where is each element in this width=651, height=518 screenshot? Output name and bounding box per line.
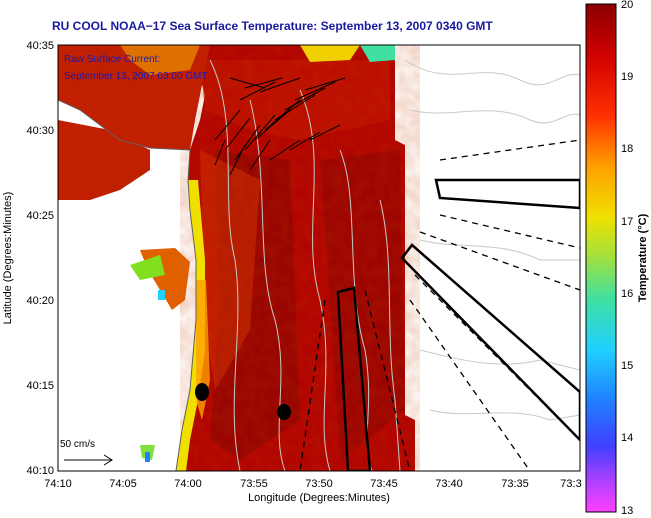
y-axis-label: Latitude (Degrees:Minutes) (2, 192, 14, 325)
y-axis: 40:35 40:30 40:25 40:20 40:15 40:10 Lati… (2, 40, 54, 477)
colorbar-label: Temperature (°C) (637, 213, 649, 302)
colorbar-tick: 14 (621, 432, 633, 444)
sst-north-cyan (360, 45, 395, 62)
colorbar-tick: 16 (621, 288, 633, 300)
sst-inlet-cyan (158, 290, 165, 300)
x-tick: 74:10 (44, 478, 72, 490)
data-gap-blob-1 (195, 383, 209, 401)
coastal-blue-dot (145, 452, 150, 462)
x-tick: 74:00 (174, 478, 202, 490)
x-tick: 74:05 (109, 478, 137, 490)
scale-arrow-label: 50 cm/s (60, 439, 95, 450)
colorbar-tick: 19 (621, 71, 633, 83)
shipping-lanes (299, 139, 580, 471)
coastline (58, 99, 197, 471)
sst-inlet-green (130, 255, 165, 280)
colorbar-tick: 17 (621, 216, 633, 228)
colorbar-gradient (585, 3, 617, 513)
y-tick: 40:35 (26, 40, 54, 52)
x-axis: 74:10 74:05 74:00 73:55 73:50 73:45 73:4… (44, 478, 581, 504)
colorbar: 20 19 18 17 16 15 14 13 Temperature (°C) (585, 0, 649, 517)
y-tick: 40:15 (26, 380, 54, 392)
colorbar-tick: 15 (621, 360, 633, 372)
x-tick: 73:45 (370, 478, 398, 490)
scale-arrow (64, 454, 113, 466)
x-tick: 73:55 (240, 478, 268, 490)
x-tick: 73:3 (560, 478, 581, 490)
plot-area (58, 45, 580, 471)
sst-texture (180, 45, 420, 471)
plot-frame (57, 44, 581, 472)
sst-bay-warm (120, 45, 200, 75)
colorbar-tick: 13 (621, 505, 633, 517)
map-title: RU COOL NOAA−17 Sea Surface Temperature:… (52, 19, 493, 33)
data-gap-blob-2 (277, 404, 291, 420)
current-timestamp: September 13, 2007 03:00 GMT (64, 71, 207, 82)
x-tick: 73:35 (501, 478, 529, 490)
bathymetry-contours (209, 59, 580, 471)
current-label: Raw Surface Current: (64, 54, 160, 65)
x-axis-label: Longitude (Degrees:Minutes) (248, 492, 390, 504)
x-tick: 73:40 (435, 478, 463, 490)
y-tick: 40:30 (26, 125, 54, 137)
y-tick: 40:10 (26, 465, 54, 477)
sst-north-yellow (300, 45, 360, 62)
y-tick: 40:20 (26, 295, 54, 307)
sst-raritan-bay (58, 120, 150, 200)
colorbar-tick: 20 (621, 0, 633, 11)
y-tick: 40:25 (26, 210, 54, 222)
colorbar-tick: 18 (621, 143, 633, 155)
surface-current-vectors (214, 77, 346, 176)
x-tick: 73:50 (305, 478, 333, 490)
